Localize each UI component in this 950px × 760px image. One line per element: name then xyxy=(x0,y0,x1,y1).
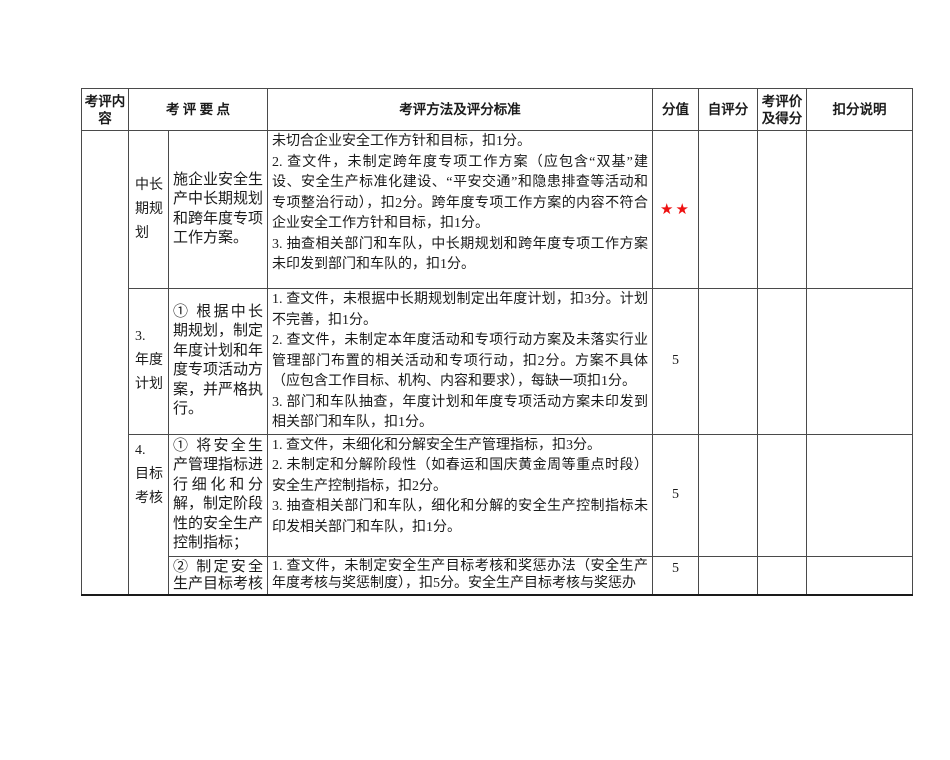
method-paragraph: 未切合企业安全工作方针和目标，扣1分。 xyxy=(272,134,531,149)
score-cell: 5 xyxy=(652,555,699,595)
method-paragraph: 3. 抽查相关部门和车队，细化和分解的安全生产控制指标未印发相关部门和车队，扣1… xyxy=(272,499,648,535)
method-cell: 1. 查文件，未根据中长期规划制定出年度计划，扣3分。计划不完善，扣1分。 2.… xyxy=(267,288,653,435)
col-header-method: 考评方法及评分标准 xyxy=(267,88,653,131)
category-cell: 4. 目标 考核 xyxy=(128,433,169,595)
deduction-cell xyxy=(806,130,913,289)
point-cell: ② 制定安全生产目标考核 xyxy=(168,555,268,595)
col-header-self-score: 自评分 xyxy=(698,88,758,131)
review-score-cell xyxy=(757,130,807,289)
self-score-cell xyxy=(698,433,758,557)
point-cell: 施企业安全生产中长期规划和跨年度专项工作方案。 xyxy=(168,130,268,289)
method-paragraph: 2. 查文件，未制定本年度活动和专项行动方案及未落实行业管理部门布置的相关活动和… xyxy=(272,333,648,389)
assessment-table: 考评内容 考 评 要 点 考评方法及评分标准 分值 自评分 考评价及得分 扣分说… xyxy=(81,88,913,596)
category-cell: 中长 期规 划 xyxy=(128,130,169,289)
col-header-content: 考评内容 xyxy=(81,88,129,131)
review-score-cell xyxy=(757,555,807,595)
review-score-cell xyxy=(757,288,807,435)
point-cell: ① 根据中长期规划，制定年度计划和年度专项活动方案，并严格执行。 xyxy=(168,288,268,435)
col-header-review-score: 考评价及得分 xyxy=(757,88,807,131)
method-cell: 1. 查文件，未细化和分解安全生产管理指标，扣3分。 2. 未制定和分解阶段性（… xyxy=(267,433,653,557)
deduction-cell xyxy=(806,433,913,557)
score-cell: ★★ xyxy=(652,130,699,289)
point-cell: ① 将安全生产管理指标进行细化和分解，制定阶段性的安全生产控制指标； xyxy=(168,433,268,557)
table-header-row: 考评内容 考 评 要 点 考评方法及评分标准 分值 自评分 考评价及得分 扣分说… xyxy=(81,88,913,131)
table-row: 中长 期规 划 施企业安全生产中长期规划和跨年度专项工作方案。 未切合企业安全工… xyxy=(81,130,913,595)
method-paragraph: 3. 抽查相关部门和车队，中长期规划和跨年度专项工作方案未印发到部门和车队的，扣… xyxy=(272,236,648,273)
self-score-cell xyxy=(698,288,758,435)
method-paragraph: 1. 查文件，未细化和分解安全生产管理指标，扣3分。 xyxy=(272,437,601,453)
col-header-deduction: 扣分说明 xyxy=(806,88,913,131)
method-paragraph: 3. 部门和车队抽查，年度计划和年度专项活动方案未印发到相关部门和车队，扣1分。 xyxy=(272,394,648,431)
table-row: ② 制定安全生产目标考核 1. 查文件，未制定安全生产目标考核和奖惩办法（安全生… xyxy=(82,555,913,595)
score-cell: 5 xyxy=(652,433,699,557)
content-cell xyxy=(81,130,129,595)
col-header-points: 考 评 要 点 xyxy=(128,88,268,131)
self-score-cell xyxy=(698,130,758,289)
method-cell: 未切合企业安全工作方针和目标，扣1分。 2. 查文件，未制定跨年度专项工作方案（… xyxy=(267,130,653,289)
category-cell: 3. 年度 计划 xyxy=(128,288,169,435)
col-header-score: 分值 xyxy=(652,88,699,131)
deduction-cell xyxy=(806,288,913,435)
table-row: 4. 目标 考核 ① 将安全生产管理指标进行细化和分解，制定阶段性的安全生产控制… xyxy=(82,433,913,595)
score-cell: 5 xyxy=(652,288,699,435)
rating-stars-icon: ★★ xyxy=(660,202,691,218)
table-row: 3. 年度 计划 ① 根据中长期规划，制定年度计划和年度专项活动方案，并严格执行… xyxy=(82,288,913,435)
method-paragraph: 1. 查文件，未制定安全生产目标考核和奖惩办法（安全生产年度考核与奖惩制度），扣… xyxy=(272,558,648,591)
method-paragraph: 2. 未制定和分解阶段性（如春运和国庆黄金周等重点时段）安全生产控制指标，扣2分… xyxy=(272,458,648,494)
method-paragraph: 1. 查文件，未根据中长期规划制定出年度计划，扣3分。计划不完善，扣1分。 xyxy=(272,292,648,328)
method-cell: 1. 查文件，未制定安全生产目标考核和奖惩办法（安全生产年度考核与奖惩制度），扣… xyxy=(267,555,653,595)
method-paragraph: 2. 查文件，未制定跨年度专项工作方案（应包含“双基”建设、安全生产标准化建设、… xyxy=(272,154,648,232)
deduction-cell xyxy=(806,555,913,595)
review-score-cell xyxy=(757,433,807,557)
self-score-cell xyxy=(698,555,758,595)
